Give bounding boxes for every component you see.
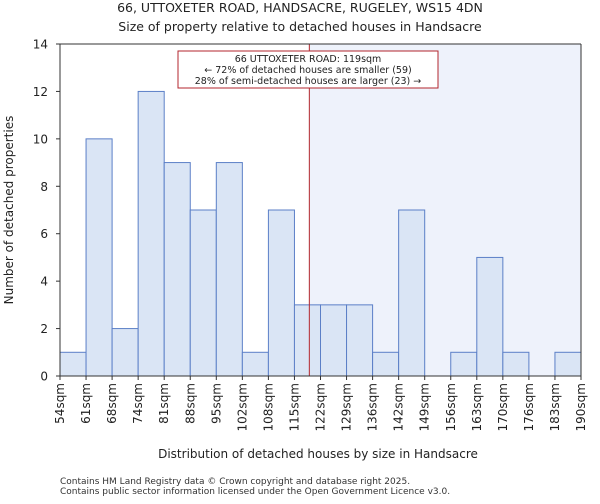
annotation-box: 66 UTTOXETER ROAD: 119sqm ← 72% of detac… xyxy=(177,50,439,89)
x-tick-label: 149sqm xyxy=(418,383,432,431)
y-tick-label: 8 xyxy=(40,180,48,194)
bars-group xyxy=(59,90,582,377)
bar xyxy=(476,256,504,377)
y-tick-label: 10 xyxy=(33,132,48,146)
bar xyxy=(215,162,243,377)
x-tick-label: 129sqm xyxy=(340,383,354,431)
x-tick-label: 156sqm xyxy=(444,383,458,431)
x-tick-label: 95sqm xyxy=(209,383,223,424)
x-tick-label: 136sqm xyxy=(366,383,380,431)
x-axis-ticks: 54sqm 61sqm 68sqm 74sqm 81sqm 88sqm 95sqm 102sq… xyxy=(53,376,588,431)
bar xyxy=(450,351,478,377)
bar xyxy=(293,304,322,377)
x-tick-label: 190sqm xyxy=(574,383,588,431)
footer-line-2: Contains public sector information licen… xyxy=(60,487,450,497)
x-tick-label: 102sqm xyxy=(235,383,249,431)
y-tick-label: 2 xyxy=(40,322,48,336)
bar xyxy=(554,351,582,377)
bar xyxy=(111,328,139,377)
x-tick-label: 68sqm xyxy=(105,383,119,424)
x-tick-label: 61sqm xyxy=(79,383,93,424)
annotation-line-2: ← 72% of detached houses are smaller (59… xyxy=(204,65,411,76)
chart-subtitle: Size of property relative to detached ho… xyxy=(118,19,482,34)
bar xyxy=(163,162,191,377)
x-tick-label: 170sqm xyxy=(496,383,510,431)
footer-line-1: Contains HM Land Registry data © Crown c… xyxy=(60,477,410,487)
x-tick-label: 88sqm xyxy=(183,383,197,424)
bar xyxy=(502,351,530,377)
x-tick-label: 183sqm xyxy=(548,383,562,431)
bar xyxy=(346,304,374,377)
x-tick-label: 122sqm xyxy=(314,383,328,431)
bar xyxy=(137,90,165,377)
bar xyxy=(241,351,269,377)
x-tick-label: 115sqm xyxy=(287,383,301,431)
bar xyxy=(372,351,400,377)
y-tick-label: 6 xyxy=(40,227,48,241)
x-tick-label: 163sqm xyxy=(470,383,484,431)
y-axis-ticks: 0 2 4 6 8 10 12 14 xyxy=(33,38,60,384)
bar xyxy=(85,138,113,377)
bar xyxy=(189,209,217,377)
bar xyxy=(267,209,295,377)
x-tick-label: 54sqm xyxy=(53,383,67,424)
bar xyxy=(59,351,87,377)
x-axis-label: Distribution of detached houses by size … xyxy=(158,447,478,461)
x-tick-label: 142sqm xyxy=(392,383,406,431)
y-tick-label: 14 xyxy=(33,38,48,52)
y-tick-label: 12 xyxy=(33,85,48,99)
y-tick-label: 0 xyxy=(40,370,48,384)
chart-title: 66, UTTOXETER ROAD, HANDSACRE, RUGELEY, … xyxy=(117,0,483,15)
annotation-line-1: 66 UTTOXETER ROAD: 119sqm xyxy=(235,54,382,65)
bar xyxy=(320,304,348,377)
x-tick-label: 108sqm xyxy=(261,383,275,431)
y-axis-label: Number of detached properties xyxy=(2,116,16,305)
x-tick-label: 176sqm xyxy=(522,383,536,431)
annotation-line-3: 28% of semi-detached houses are larger (… xyxy=(195,76,422,87)
y-tick-label: 4 xyxy=(40,275,48,289)
x-tick-label: 81sqm xyxy=(157,383,171,424)
bar xyxy=(398,209,426,377)
x-tick-label: 74sqm xyxy=(131,383,145,424)
